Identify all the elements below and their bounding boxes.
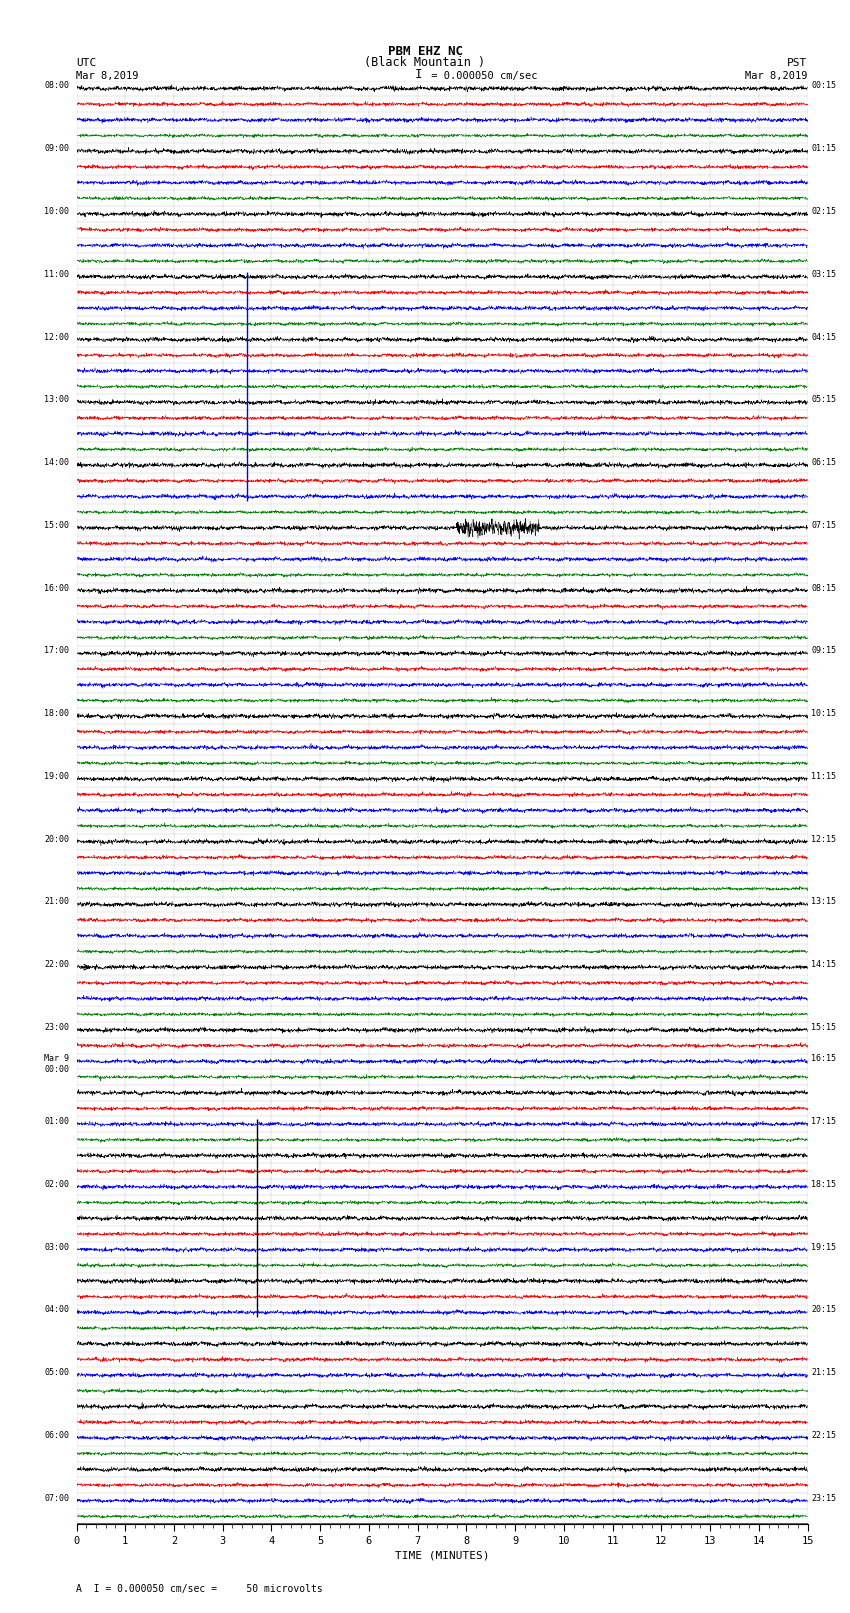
Text: 07:00: 07:00 (44, 1494, 69, 1503)
Text: 11:15: 11:15 (811, 773, 836, 781)
Text: 01:15: 01:15 (811, 144, 836, 153)
Text: Mar 8,2019: Mar 8,2019 (745, 71, 808, 81)
Text: 20:15: 20:15 (811, 1305, 836, 1315)
Text: PST: PST (787, 58, 808, 68)
Text: 12:15: 12:15 (811, 834, 836, 844)
Text: 13:00: 13:00 (44, 395, 69, 405)
Text: 14:15: 14:15 (811, 960, 836, 969)
Text: 15:15: 15:15 (811, 1023, 836, 1032)
Text: I: I (415, 68, 422, 81)
Text: 19:15: 19:15 (811, 1242, 836, 1252)
Text: 20:00: 20:00 (44, 834, 69, 844)
Text: 00:15: 00:15 (811, 81, 836, 90)
Text: 16:15: 16:15 (811, 1055, 836, 1063)
Text: 23:00: 23:00 (44, 1023, 69, 1032)
Text: 03:15: 03:15 (811, 269, 836, 279)
Text: 09:00: 09:00 (44, 144, 69, 153)
Text: 04:00: 04:00 (44, 1305, 69, 1315)
Text: 14:00: 14:00 (44, 458, 69, 468)
Text: 07:15: 07:15 (811, 521, 836, 529)
Text: 22:00: 22:00 (44, 960, 69, 969)
Text: 10:00: 10:00 (44, 206, 69, 216)
Text: = 0.000050 cm/sec: = 0.000050 cm/sec (425, 71, 537, 81)
Text: 02:00: 02:00 (44, 1179, 69, 1189)
Text: 06:15: 06:15 (811, 458, 836, 468)
Text: 18:15: 18:15 (811, 1179, 836, 1189)
Text: 12:00: 12:00 (44, 332, 69, 342)
Text: 11:00: 11:00 (44, 269, 69, 279)
Text: 22:15: 22:15 (811, 1431, 836, 1440)
Text: PBM EHZ NC: PBM EHZ NC (388, 45, 462, 58)
Text: 05:15: 05:15 (811, 395, 836, 405)
Text: 18:00: 18:00 (44, 710, 69, 718)
Text: 17:15: 17:15 (811, 1118, 836, 1126)
Text: 03:00: 03:00 (44, 1242, 69, 1252)
Text: 10:15: 10:15 (811, 710, 836, 718)
Text: 04:15: 04:15 (811, 332, 836, 342)
Text: 05:00: 05:00 (44, 1368, 69, 1378)
Text: 08:15: 08:15 (811, 584, 836, 592)
Text: A  I = 0.000050 cm/sec =     50 microvolts: A I = 0.000050 cm/sec = 50 microvolts (76, 1584, 323, 1594)
Text: 13:15: 13:15 (811, 897, 836, 907)
Text: 00:00: 00:00 (44, 1065, 69, 1074)
Text: 21:00: 21:00 (44, 897, 69, 907)
Text: 16:00: 16:00 (44, 584, 69, 592)
Text: 02:15: 02:15 (811, 206, 836, 216)
Text: 17:00: 17:00 (44, 647, 69, 655)
X-axis label: TIME (MINUTES): TIME (MINUTES) (394, 1550, 490, 1560)
Text: 19:00: 19:00 (44, 773, 69, 781)
Text: 09:15: 09:15 (811, 647, 836, 655)
Text: 06:00: 06:00 (44, 1431, 69, 1440)
Text: 01:00: 01:00 (44, 1118, 69, 1126)
Text: Mar 8,2019: Mar 8,2019 (76, 71, 139, 81)
Text: 15:00: 15:00 (44, 521, 69, 529)
Text: Mar 9: Mar 9 (44, 1055, 69, 1063)
Text: 23:15: 23:15 (811, 1494, 836, 1503)
Text: 08:00: 08:00 (44, 81, 69, 90)
Text: 21:15: 21:15 (811, 1368, 836, 1378)
Text: UTC: UTC (76, 58, 97, 68)
Text: (Black Mountain ): (Black Mountain ) (365, 56, 485, 69)
